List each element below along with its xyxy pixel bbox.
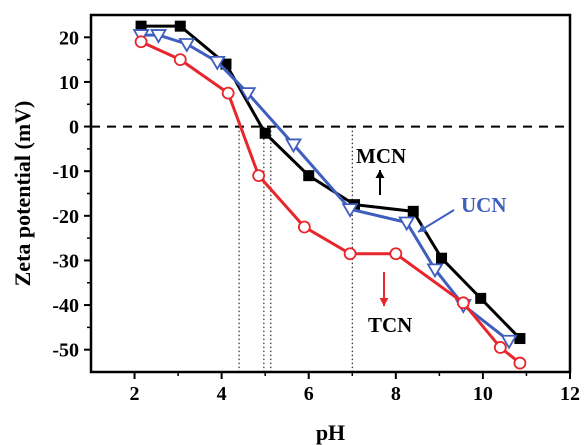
point-mcn [407, 205, 419, 217]
y-tick-label--50: -50 [52, 340, 79, 362]
point-mcn [220, 58, 232, 70]
mcn-arrow [375, 170, 385, 195]
ph-guide-lines [238, 126, 353, 372]
point-ucn [398, 216, 416, 232]
point-mcn [135, 20, 147, 32]
point-mcn [259, 127, 271, 139]
y-tick-label-10: 10 [59, 72, 79, 94]
label-mcn: MCN [356, 144, 406, 168]
point-mcn [514, 333, 526, 345]
point-tcn [456, 296, 470, 310]
series-layer [132, 20, 527, 370]
x-tick-label-6: 6 [304, 383, 314, 405]
x-axis-title: pH [316, 420, 345, 445]
x-tick-label-2: 2 [130, 383, 140, 405]
y-axis-title: Zeta potential (mV) [10, 101, 35, 287]
y-tick-label--40: -40 [52, 295, 79, 317]
point-ucn [239, 87, 257, 102]
ucn-arrow [417, 209, 455, 233]
point-tcn [297, 220, 311, 234]
y-tick-label--10: -10 [52, 161, 79, 183]
y-tick-label-0: 0 [69, 117, 79, 139]
x-tick-label-8: 8 [391, 383, 401, 405]
point-tcn [252, 169, 266, 183]
point-tcn [343, 247, 357, 261]
point-tcn [221, 86, 235, 100]
tcn-arrow [379, 272, 389, 306]
tcn-arrow-head [379, 298, 389, 306]
x-tick-label-10: 10 [473, 383, 493, 405]
ucn-arrow-head [418, 223, 428, 232]
x-tick-label-4: 4 [217, 383, 227, 405]
point-ucn [426, 263, 444, 279]
y-tick-label-20: 20 [59, 27, 79, 49]
point-ucn [284, 138, 303, 154]
y-tick-label--20: -20 [52, 206, 79, 228]
point-mcn [475, 292, 487, 304]
x-tick-label-12: 12 [560, 383, 580, 405]
axis-ticks: 2 4 6 8 10 12 20 10 0 -10 -20 -30 -40 -50 [52, 27, 580, 405]
point-ucn [208, 55, 226, 71]
point-ucn [178, 38, 196, 53]
series-ucn [132, 29, 518, 350]
point-tcn [173, 53, 187, 67]
point-ucn [500, 334, 518, 350]
mcn-arrow-head [375, 170, 385, 178]
series-tcn [134, 35, 527, 370]
point-ucn [149, 29, 168, 44]
point-mcn [174, 20, 186, 32]
point-tcn [513, 356, 527, 370]
point-mcn [303, 170, 315, 182]
label-ucn: UCN [461, 193, 507, 217]
series-line-tcn [140, 40, 521, 365]
point-ucn [341, 203, 359, 218]
point-mcn [436, 252, 448, 264]
label-tcn: TCN [368, 313, 412, 337]
point-tcn [493, 341, 507, 354]
point-tcn [389, 247, 403, 261]
point-tcn [134, 35, 148, 49]
annotation-layer: MCN UCN TCN [356, 144, 507, 337]
y-tick-label--30: -30 [52, 250, 79, 272]
